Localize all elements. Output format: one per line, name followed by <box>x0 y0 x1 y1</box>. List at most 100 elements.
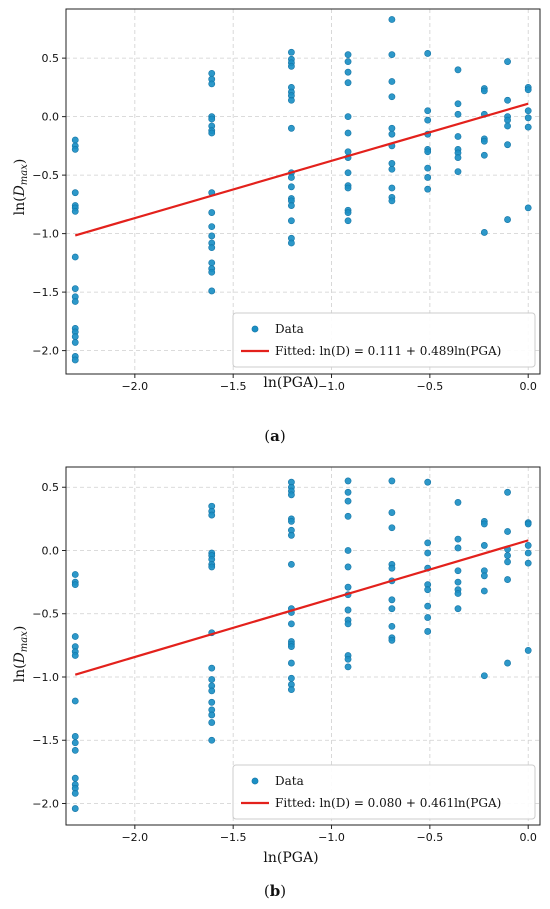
data-point <box>424 148 432 156</box>
data-point <box>480 572 488 580</box>
data-point <box>344 217 352 225</box>
data-point <box>344 169 352 177</box>
y-tick-label: 0.5 <box>42 52 60 65</box>
data-point <box>504 58 511 66</box>
caption-suffix: ) <box>280 427 286 445</box>
data-point <box>71 581 79 589</box>
data-point <box>480 87 488 95</box>
data-point <box>388 124 396 132</box>
caption-prefix: ( <box>264 882 270 900</box>
data-point <box>524 647 532 654</box>
panel-caption: (a) <box>264 427 285 445</box>
x-tick-label: 0.0 <box>519 831 537 844</box>
data-point <box>480 229 488 236</box>
legend-data-label: Data <box>275 774 304 788</box>
data-point <box>287 124 295 132</box>
data-point <box>287 561 295 568</box>
data-point <box>424 50 432 57</box>
y-tick-label: −1.0 <box>32 228 59 241</box>
data-point <box>424 539 432 547</box>
data-point <box>480 151 488 159</box>
data-point <box>71 253 79 261</box>
data-point <box>388 130 396 138</box>
data-point <box>454 110 462 118</box>
chart-svg-b: −2.0 −1.5 −1.0 −0.5 0.0 −2.0 −1.5 −1.0 −0.5 0.0 0.… <box>12 466 541 900</box>
x-tick-label: −2.0 <box>121 831 148 844</box>
data-point <box>454 168 462 176</box>
data-point <box>208 687 216 695</box>
data-point <box>344 79 352 87</box>
data-point <box>208 209 216 216</box>
fit-line <box>74 102 529 237</box>
data-point <box>388 51 396 59</box>
legend: Data Fitted: ln(D) = 0.111 + 0.489ln(PGA) <box>232 312 536 368</box>
data-points <box>71 477 532 812</box>
y-tick-label: −0.5 <box>32 169 59 182</box>
y-axis-label-d: D <box>12 652 28 664</box>
data-point <box>424 478 432 486</box>
data-point <box>71 189 79 197</box>
legend-data-marker <box>251 777 259 785</box>
y-axis-label: ln(Dmax) <box>12 626 30 683</box>
data-point <box>344 512 352 520</box>
data-point <box>208 80 216 88</box>
data-point <box>388 564 396 572</box>
data-point <box>424 174 432 181</box>
x-tick-label: −1.0 <box>318 380 345 393</box>
data-point <box>388 605 396 613</box>
data-point <box>454 605 462 613</box>
data-point <box>71 789 79 797</box>
fit-line-group <box>74 102 529 237</box>
data-point <box>524 549 532 557</box>
data-point <box>344 148 352 156</box>
y-axis-label-prefix: ln( <box>12 196 28 215</box>
x-tick-label: −1.5 <box>220 380 247 393</box>
caption-letter: b <box>270 882 281 900</box>
data-point <box>208 563 216 571</box>
data-point <box>287 517 295 525</box>
legend-data-marker <box>251 325 259 333</box>
data-point <box>208 664 216 672</box>
data-point <box>524 114 532 122</box>
data-point <box>454 499 462 506</box>
data-point <box>344 209 352 216</box>
data-point <box>287 217 295 225</box>
data-point <box>504 528 511 535</box>
data-point <box>287 174 295 181</box>
data-point <box>71 298 79 305</box>
legend-fit-label: Fitted: ln(D) = 0.111 + 0.489ln(PGA) <box>275 344 501 358</box>
data-point <box>287 531 295 539</box>
data-point <box>287 491 295 499</box>
data-point <box>454 590 462 597</box>
data-point <box>344 488 352 496</box>
data-point <box>71 145 79 153</box>
data-point <box>287 620 295 628</box>
x-tick-label: −2.0 <box>121 380 148 393</box>
data-point <box>504 141 511 149</box>
data-point <box>504 558 511 566</box>
data-point <box>208 223 216 230</box>
data-point <box>454 544 462 552</box>
data-point <box>287 48 295 56</box>
data-point <box>208 287 216 295</box>
data-point <box>344 68 352 76</box>
data-point <box>454 567 462 575</box>
data-point <box>388 93 396 101</box>
data-points <box>71 16 532 364</box>
x-tick-label: −1.0 <box>318 831 345 844</box>
data-point <box>71 733 79 740</box>
y-axis-label-d: D <box>12 185 28 197</box>
data-point <box>287 183 295 191</box>
data-point <box>424 164 432 172</box>
data-point <box>524 204 532 212</box>
caption-suffix: ) <box>280 882 286 900</box>
data-point <box>388 477 396 485</box>
y-tick-label: 0.0 <box>42 544 60 557</box>
legend-data-label: Data <box>275 322 304 336</box>
data-point <box>454 154 462 161</box>
data-point <box>424 602 432 610</box>
data-point <box>344 477 352 485</box>
data-point <box>388 197 396 205</box>
data-point <box>388 165 396 173</box>
data-point <box>208 268 216 276</box>
